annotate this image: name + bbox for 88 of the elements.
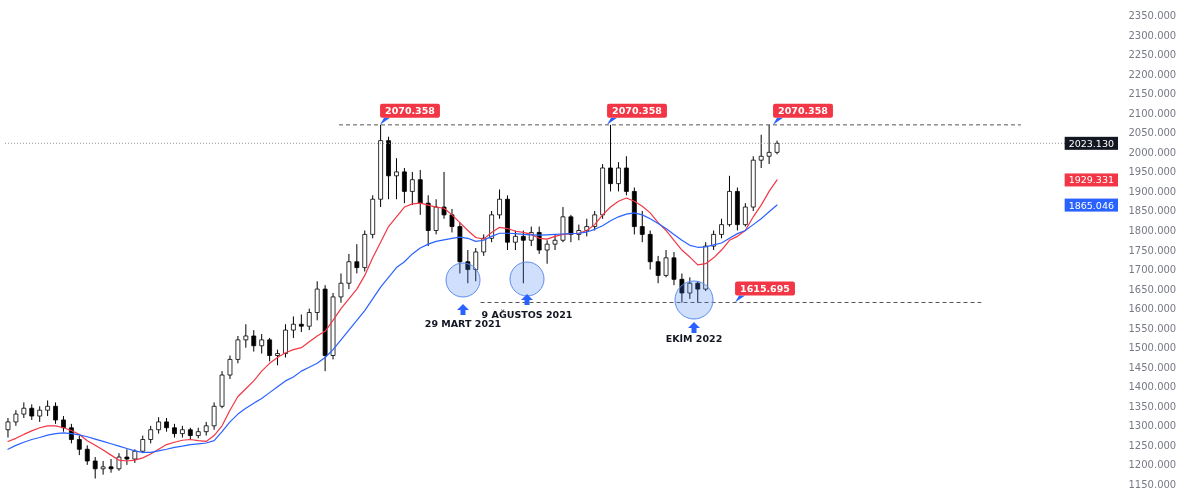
candlestick	[76, 435, 82, 456]
candlestick	[520, 229, 526, 284]
y-tick-label: 2150.000	[1128, 88, 1177, 100]
candlestick	[679, 272, 685, 303]
candlestick	[433, 198, 439, 235]
candlestick	[227, 355, 233, 380]
candlestick	[243, 323, 249, 349]
candlestick	[283, 323, 288, 358]
y-tick-label: 1750.000	[1128, 244, 1177, 256]
candlestick	[338, 272, 344, 304]
text: 1929.331	[1068, 174, 1114, 186]
y-tick-label: 1500.000	[1128, 342, 1177, 354]
y-tick-label: 1400.000	[1128, 381, 1177, 393]
y-tick-label: 1200.000	[1128, 459, 1177, 471]
ref-line-label: 1615.695	[740, 282, 790, 294]
candlestick	[124, 448, 130, 466]
candlestick	[687, 276, 693, 300]
candlestick	[742, 202, 748, 228]
y-tick-label: 2100.000	[1128, 107, 1177, 119]
y-tick-label: 1950.000	[1128, 166, 1177, 178]
y-tick-label: 1300.000	[1128, 420, 1177, 432]
candlestick	[695, 280, 701, 303]
y-tick-label: 1900.000	[1128, 185, 1177, 197]
candlestick	[314, 280, 320, 321]
candlestick	[100, 460, 106, 476]
y-tick-label: 1150.000	[1128, 478, 1177, 490]
y-tick-label: 1450.000	[1128, 361, 1177, 373]
candlestick	[449, 208, 455, 233]
candlestick	[394, 157, 399, 200]
candlestick	[655, 255, 661, 284]
candlestick	[544, 239, 550, 265]
candlestick	[211, 401, 217, 431]
candlestick	[5, 417, 11, 439]
y-tick-label: 1350.000	[1128, 400, 1177, 412]
candlestick	[291, 315, 296, 339]
y-tick-label: 2350.000	[1128, 10, 1177, 22]
y-tick-label: 2300.000	[1128, 29, 1177, 41]
annotation: EKİM 2022	[665, 333, 723, 344]
ref-line-label: 2023.130	[1068, 137, 1114, 149]
annotation: 29 MART 2021	[424, 318, 502, 329]
candlestick	[758, 134, 764, 169]
y-tick-label: 1550.000	[1128, 322, 1177, 334]
candlestick	[402, 167, 407, 204]
y-tick-label: 2050.000	[1128, 127, 1177, 139]
text: 1865.046	[1068, 199, 1114, 211]
candlestick	[560, 206, 566, 243]
candlestick	[267, 337, 273, 362]
y-tick-label: 2250.000	[1128, 49, 1177, 61]
y-tick-label: 1800.000	[1128, 224, 1177, 236]
annotation: 2070.358	[612, 105, 663, 117]
candlestick	[417, 169, 423, 216]
candlestick	[616, 161, 621, 192]
candlestick	[92, 456, 98, 480]
candlestick	[84, 444, 90, 466]
y-tick-label: 1250.000	[1128, 439, 1177, 451]
candlestick	[465, 249, 471, 284]
y-tick-label: 2200.000	[1128, 68, 1177, 80]
annotation: 2070.358	[778, 105, 829, 117]
candlestick	[251, 329, 257, 353]
candlestick	[235, 335, 241, 364]
y-tick-label: 2000.000	[1128, 146, 1177, 158]
y-tick-label: 1700.000	[1128, 264, 1177, 276]
candlestick	[568, 214, 574, 243]
candlestick	[489, 210, 495, 243]
candlestick	[53, 401, 58, 425]
candlestick	[409, 171, 415, 206]
ref-line-label: 2070.358	[385, 105, 436, 117]
candlestick	[663, 249, 669, 278]
y-tick-label: 1650.000	[1128, 283, 1177, 295]
candlestick	[624, 155, 629, 196]
candlestick	[497, 188, 502, 220]
y-tick-label: 1850.000	[1128, 205, 1177, 217]
candlestick	[639, 210, 645, 243]
y-tick-label: 1600.000	[1128, 303, 1177, 315]
candlestick	[108, 458, 114, 474]
candlestick	[608, 124, 613, 192]
candlestick	[259, 333, 265, 355]
candlestick	[719, 218, 724, 239]
candlestick	[441, 171, 447, 220]
annotation: 9 AĞUSTOS 2021	[481, 309, 573, 320]
candlestick	[766, 124, 772, 165]
candlestick	[473, 247, 479, 282]
candlestick	[354, 243, 360, 274]
candlestick	[306, 308, 312, 331]
candlestick	[671, 251, 677, 286]
candlestick	[513, 229, 518, 251]
candlestick	[346, 253, 352, 290]
candlestick	[552, 233, 558, 251]
